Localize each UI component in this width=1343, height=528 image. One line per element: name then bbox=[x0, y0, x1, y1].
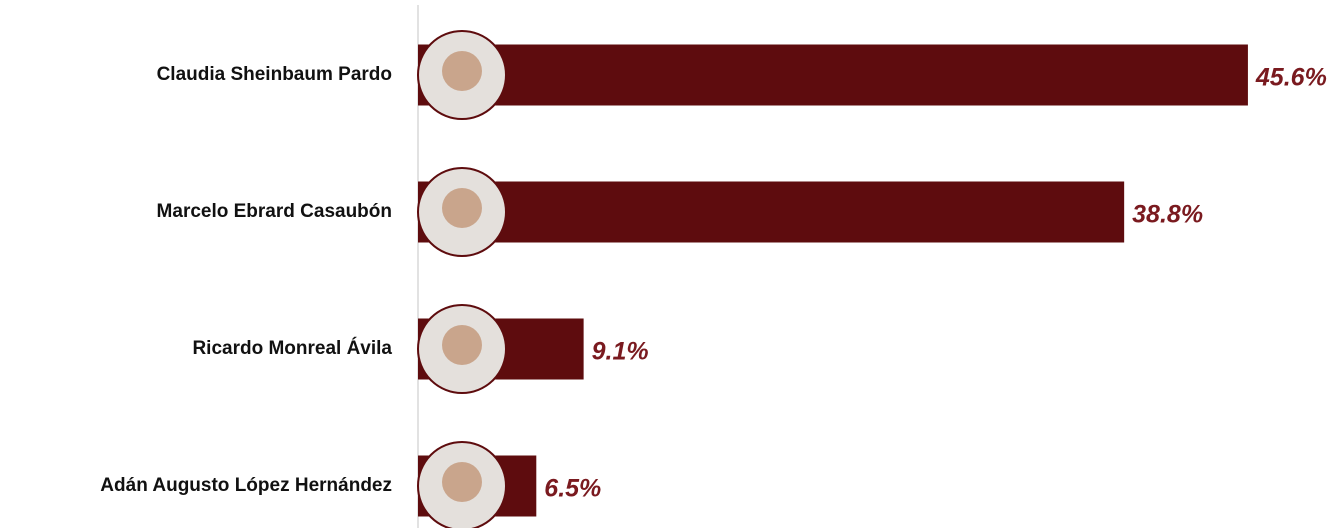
bar bbox=[418, 44, 1248, 106]
value-label: 45.6% bbox=[1255, 64, 1327, 92]
photo-face bbox=[442, 51, 482, 91]
value-label: 9.1% bbox=[592, 338, 649, 366]
category-label: Marcelo Ebrard Casaubón bbox=[157, 201, 392, 222]
category-label: Ricardo Monreal Ávila bbox=[192, 337, 392, 359]
photo-face bbox=[442, 462, 482, 502]
category-label: Claudia Sheinbaum Pardo bbox=[157, 64, 392, 85]
bar bbox=[418, 181, 1125, 243]
value-label: 38.8% bbox=[1132, 201, 1203, 229]
photo-face bbox=[442, 188, 482, 228]
category-label: Adán Augusto López Hernández bbox=[100, 475, 392, 496]
photo-face bbox=[442, 325, 482, 365]
value-label: 6.5% bbox=[544, 475, 601, 503]
